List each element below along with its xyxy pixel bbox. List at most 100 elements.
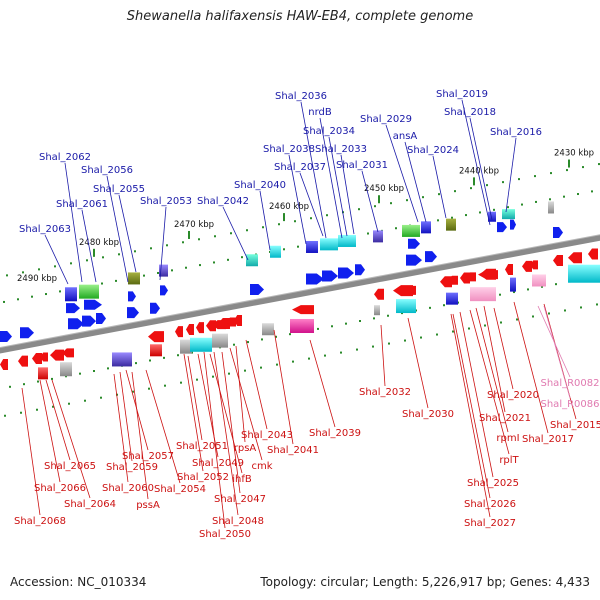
gene-label-bottom: Shal_2059 bbox=[106, 462, 158, 473]
tick-dot-top-inner bbox=[479, 211, 481, 214]
tick-dot-bottom-outer bbox=[308, 357, 310, 360]
tick-dot-top-scale bbox=[374, 205, 376, 208]
tick-dot-bottom-inner bbox=[37, 380, 39, 383]
tick-dot-bottom-inner bbox=[429, 306, 431, 309]
forward-arrow bbox=[553, 227, 563, 239]
label-leader-line bbox=[543, 305, 571, 399]
label-leader-line bbox=[475, 307, 509, 433]
scale-tick bbox=[568, 159, 570, 168]
tick-dot-top-inner bbox=[395, 227, 397, 230]
reverse-arrow bbox=[588, 248, 598, 260]
gene-label-top: Shal_2042 bbox=[197, 196, 249, 207]
tick-dot-bottom-outer bbox=[196, 378, 198, 381]
reverse-arrow bbox=[150, 331, 160, 341]
tick-dot-bottom-outer bbox=[164, 384, 166, 387]
gene-label-top: Shal_2018 bbox=[444, 107, 496, 118]
tick-dot-top-inner bbox=[157, 271, 159, 274]
tick-dot-bottom-outer bbox=[340, 351, 342, 354]
gene-label-bottom: Shal_2051 bbox=[176, 441, 228, 452]
label-leader-line bbox=[235, 345, 246, 443]
tick-dot-top-scale bbox=[38, 268, 40, 271]
label-leader-line bbox=[432, 155, 447, 219]
tick-dot-bottom-outer bbox=[292, 360, 294, 363]
tick-dot-bottom-outer bbox=[564, 309, 566, 312]
tick-dot-top-inner bbox=[591, 190, 593, 193]
cog-feature-box bbox=[60, 362, 72, 377]
tick-dot-bottom-outer bbox=[100, 396, 102, 399]
tick-dot-bottom-outer bbox=[260, 366, 262, 369]
label-leader-line bbox=[469, 117, 493, 221]
tick-dot-bottom-outer bbox=[132, 390, 134, 393]
tick-dot-top-inner bbox=[437, 219, 439, 222]
tick-dot-top-scale bbox=[422, 196, 424, 199]
reverse-arrow bbox=[466, 272, 476, 282]
tick-dot-top-inner bbox=[31, 295, 33, 298]
tick-dot-bottom-inner bbox=[23, 383, 25, 386]
label-leader-line bbox=[469, 309, 510, 455]
tick-dot-bottom-inner bbox=[527, 288, 529, 291]
tick-dot-bottom-inner bbox=[317, 327, 319, 330]
forward-arrow bbox=[68, 318, 84, 330]
label-leader-line bbox=[106, 175, 129, 283]
tick-dot-top-scale bbox=[150, 247, 152, 250]
forward-arrow bbox=[96, 312, 106, 324]
tick-dot-top-inner bbox=[185, 266, 187, 269]
scale-tick bbox=[188, 230, 190, 239]
label-leader-line bbox=[203, 351, 226, 529]
cog-feature-box bbox=[128, 272, 140, 285]
tick-dot-top-scale bbox=[598, 163, 600, 166]
tick-dot-bottom-inner bbox=[345, 322, 347, 325]
tick-dot-top-scale bbox=[582, 166, 584, 169]
cog-feature-box bbox=[488, 211, 496, 222]
tick-dot-bottom-inner bbox=[233, 343, 235, 346]
tick-dot-top-scale bbox=[70, 262, 72, 265]
tick-dot-bottom-inner bbox=[289, 333, 291, 336]
label-leader-line bbox=[461, 99, 491, 226]
backbone-highlight bbox=[0, 234, 600, 348]
gene-label-top: Shal_2036 bbox=[275, 91, 327, 102]
tick-dot-bottom-inner bbox=[93, 370, 95, 373]
gene-label-top: Shal_2016 bbox=[490, 127, 542, 138]
tick-dot-top-scale bbox=[198, 238, 200, 241]
tick-dot-bottom-inner bbox=[513, 291, 515, 294]
forward-arrow bbox=[406, 254, 422, 266]
tick-dot-top-scale bbox=[86, 259, 88, 262]
tick-dot-top-scale bbox=[22, 271, 24, 274]
gene-label-bottom: Shal_2020 bbox=[487, 390, 539, 401]
tick-dot-bottom-outer bbox=[500, 321, 502, 324]
rna-label: Shal_R0086 bbox=[541, 399, 600, 410]
tick-dot-top-scale bbox=[534, 175, 536, 178]
tick-dot-bottom-outer bbox=[36, 408, 38, 411]
gene-label-bottom: Shal_2068 bbox=[14, 516, 66, 527]
cog-feature-box bbox=[320, 238, 338, 251]
gene-label-bottom: pssA bbox=[136, 500, 160, 511]
label-leader-line bbox=[51, 379, 91, 499]
tick-dot-bottom-inner bbox=[443, 304, 445, 307]
tick-dot-top-scale bbox=[230, 232, 232, 235]
tick-dot-top-inner bbox=[535, 200, 537, 203]
page-title: Shewanella halifaxensis HAW-EB4, complet… bbox=[126, 9, 474, 24]
label-leader-line bbox=[483, 305, 506, 413]
label-leader-line bbox=[229, 347, 263, 461]
gene-label-top: Shal_2038 bbox=[263, 144, 315, 155]
gene-label-bottom: Shal_2015 bbox=[550, 420, 600, 431]
label-leader-line bbox=[340, 154, 355, 235]
tick-dot-bottom-inner bbox=[331, 325, 333, 328]
tick-dot-bottom-outer bbox=[324, 354, 326, 357]
gene-label-top: Shal_2019 bbox=[436, 89, 488, 100]
label-leader-line bbox=[273, 329, 294, 445]
tick-dot-bottom-outer bbox=[484, 324, 486, 327]
tick-dot-top-scale bbox=[182, 241, 184, 244]
gene-label-top: Shal_2061 bbox=[56, 199, 108, 210]
reverse-arrow bbox=[440, 276, 452, 288]
gene-label-bottom: Shal_2049 bbox=[192, 458, 244, 469]
tick-dot-top-scale bbox=[406, 199, 408, 202]
scale-tick bbox=[378, 195, 380, 204]
tick-dot-top-scale bbox=[6, 274, 8, 277]
reverse-arrow bbox=[206, 320, 216, 332]
gene-label-bottom: cmk bbox=[251, 461, 272, 472]
label-leader-line bbox=[183, 353, 204, 472]
tick-dot-bottom-outer bbox=[516, 318, 518, 321]
gene-label-bottom: Shal_2064 bbox=[64, 499, 116, 510]
gene-label-bottom: rpsA bbox=[234, 443, 257, 454]
